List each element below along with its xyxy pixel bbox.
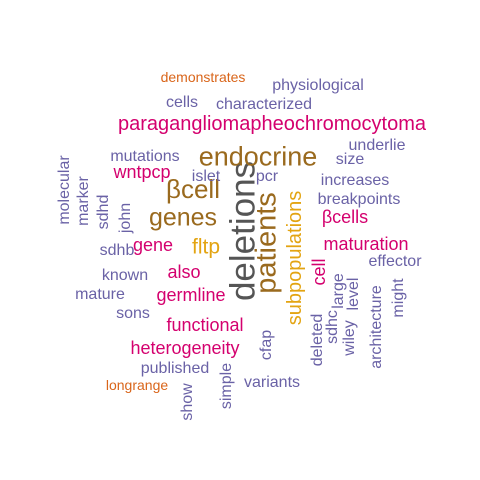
word-might: might (390, 278, 407, 318)
word-subpopulations: subpopulations (284, 190, 306, 326)
word-fltp: fltp (191, 235, 221, 259)
word-show: show (179, 383, 196, 421)
word-level: level (345, 277, 362, 311)
word-endocrine: endocrine (198, 141, 318, 172)
word-molecular: molecular (56, 155, 73, 225)
word-sdhd: sdhd (95, 194, 112, 230)
word-published: published (140, 360, 210, 377)
word-size: size (335, 151, 365, 168)
word-sdhb: sdhb (99, 242, 135, 259)
word-architecture: architecture (368, 285, 385, 369)
word-marker: marker (75, 176, 92, 226)
word-mutations: mutations (110, 148, 180, 165)
word-effector: effector (368, 253, 422, 270)
word-simple: simple (218, 362, 235, 410)
word-john: john (117, 202, 134, 234)
word-known: known (101, 267, 149, 284)
word-sons: sons (116, 305, 150, 322)
word-gene: gene (132, 235, 174, 255)
word-physiological: physiological (272, 77, 364, 94)
word-variants: variants (243, 374, 301, 391)
word-breakpoints: breakpoints (317, 191, 401, 208)
word-βcell: βcell (166, 174, 220, 204)
word-characterized: characterized (215, 96, 313, 113)
word-functional: functional (166, 315, 244, 335)
word-genes: genes (148, 203, 218, 232)
word-pcr: pcr (255, 168, 279, 185)
word-germline: germline (156, 285, 226, 305)
word-islet: islet (191, 168, 221, 185)
word-cell: cell (309, 258, 329, 286)
word-wntpcp: wntpcp (113, 162, 171, 182)
word-βcells: βcells (321, 207, 369, 227)
word-patients: patients (250, 192, 283, 294)
word-sdhc: sdhc (324, 310, 341, 344)
word-heterogeneity: heterogeneity (130, 338, 240, 358)
word-mature: mature (75, 286, 125, 303)
word-paragangliomapheochromocytoma: paragangliomapheochromocytoma (118, 113, 426, 135)
word-demonstrates: demonstrates (160, 69, 246, 85)
word-cfap: cfap (258, 329, 275, 361)
word-maturation: maturation (323, 234, 409, 254)
word-deleted: deleted (309, 313, 326, 367)
word-cells: cells (165, 94, 199, 111)
word-wiley: wiley (341, 320, 358, 356)
word-underlie: underlie (348, 137, 406, 154)
word-increases: increases (320, 172, 390, 189)
word-also: also (167, 262, 201, 282)
word-longrange: longrange (105, 377, 169, 393)
